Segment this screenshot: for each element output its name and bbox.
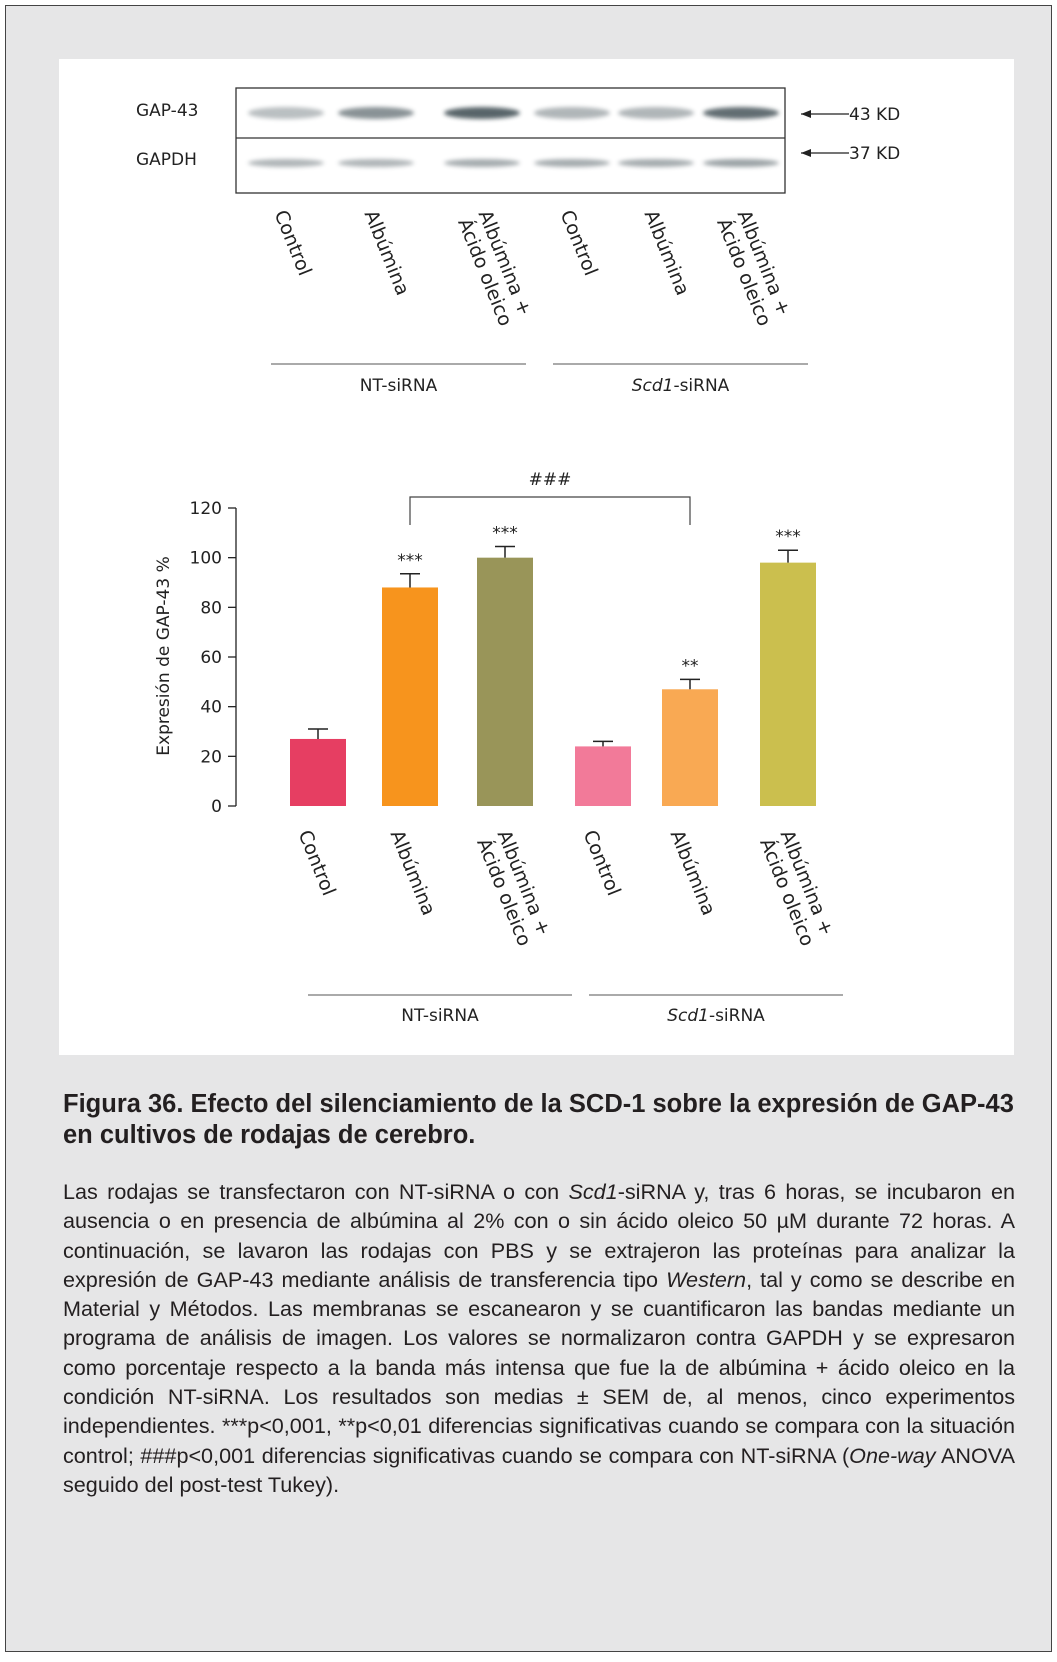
y-tick-label: 20 [200,747,222,767]
page: GAP-43 GAPDH 43 KD 37 KD 0 20 40 60 80 100 120 Expr… [5,5,1052,1652]
blot-band [338,107,414,119]
error-bar [680,678,700,690]
caption-text: Las rodajas se transfectaron con NT-siRN… [63,1177,1015,1499]
bar [477,557,533,806]
caption-italic: One-way [849,1442,936,1468]
bar [382,587,438,806]
bar [290,738,346,806]
blot-band [534,159,610,167]
error-bar [400,573,420,588]
blot-band [248,107,324,119]
caption: Figura 36. Efecto del silenciamiento de … [63,1089,1015,1499]
blot-frame [235,87,786,194]
significance: *** [775,527,801,547]
blot-band [618,107,694,119]
group-label: Scd1-siRNA [551,376,811,396]
group-label-part: -siRNA [708,1006,765,1026]
blot-band [618,159,694,167]
significance: ** [682,656,699,676]
y-tick-label: 80 [200,598,222,618]
caption-title: Figura 36. Efecto del silenciamiento de … [63,1090,1014,1149]
blot-band [444,159,520,167]
y-tick-label: 120 [190,499,222,519]
error-bar [593,740,613,747]
y-tick-label: 60 [200,648,222,668]
error-bar [778,549,798,563]
marker-arrowhead [801,110,811,118]
caption-text: -siRNA y, tras 6 horas, se incubaron en … [63,1179,1016,1292]
blot-band [248,159,324,167]
group-label: NT-siRNA [269,376,529,396]
caption-text: Las rodajas se transfectaron con NT-siRN… [63,1179,569,1204]
group-label: Scd1-siRNA [586,1006,846,1026]
bracket-label: ### [529,470,572,490]
blot-band [534,107,610,119]
group-label-part: -siRNA [673,376,730,396]
group-label-part: Scd1 [667,1006,709,1026]
significance: *** [492,523,518,543]
blot-band [703,107,779,119]
figure-panel: GAP-43 GAPDH 43 KD 37 KD 0 20 40 60 80 100 120 Expr… [59,59,1014,1055]
bracket [409,496,691,525]
bar [575,746,631,806]
bar [760,562,816,806]
error-bar [308,728,328,739]
group-label-part: NT-siRNA [401,1006,479,1026]
blot-row-label: GAP-43 [136,101,198,121]
y-tick-label: 40 [200,698,222,718]
figure: GAP-43 GAPDH 43 KD 37 KD 0 20 40 60 80 100 120 Expr… [136,87,900,996]
blot-row-label: GAPDH [136,150,197,170]
marker-label: 37 KD [849,144,900,164]
caption-text: ANOVA seguido del post-test Tukey). [63,1442,1015,1497]
y-axis-label: Expresión de GAP-43 % [154,556,174,755]
group-label-part: NT-siRNA [359,376,438,396]
caption-text: , tal y como se describe en Material y M… [63,1266,1015,1468]
group-label-part: Scd1 [631,376,674,396]
blot-band [338,159,414,167]
y-tick-label: 100 [190,549,222,569]
significance: *** [397,551,423,571]
group-label: NT-siRNA [310,1006,570,1026]
blot-band [444,107,520,119]
marker-arrowhead [801,149,811,157]
bar [662,689,718,806]
marker-label: 43 KD [849,105,900,125]
caption-italic: Western [666,1266,747,1292]
caption-italic: Scd1 [568,1179,618,1204]
y-tick-label: 0 [211,797,222,817]
blot-band [703,159,779,167]
error-bar [495,545,515,558]
